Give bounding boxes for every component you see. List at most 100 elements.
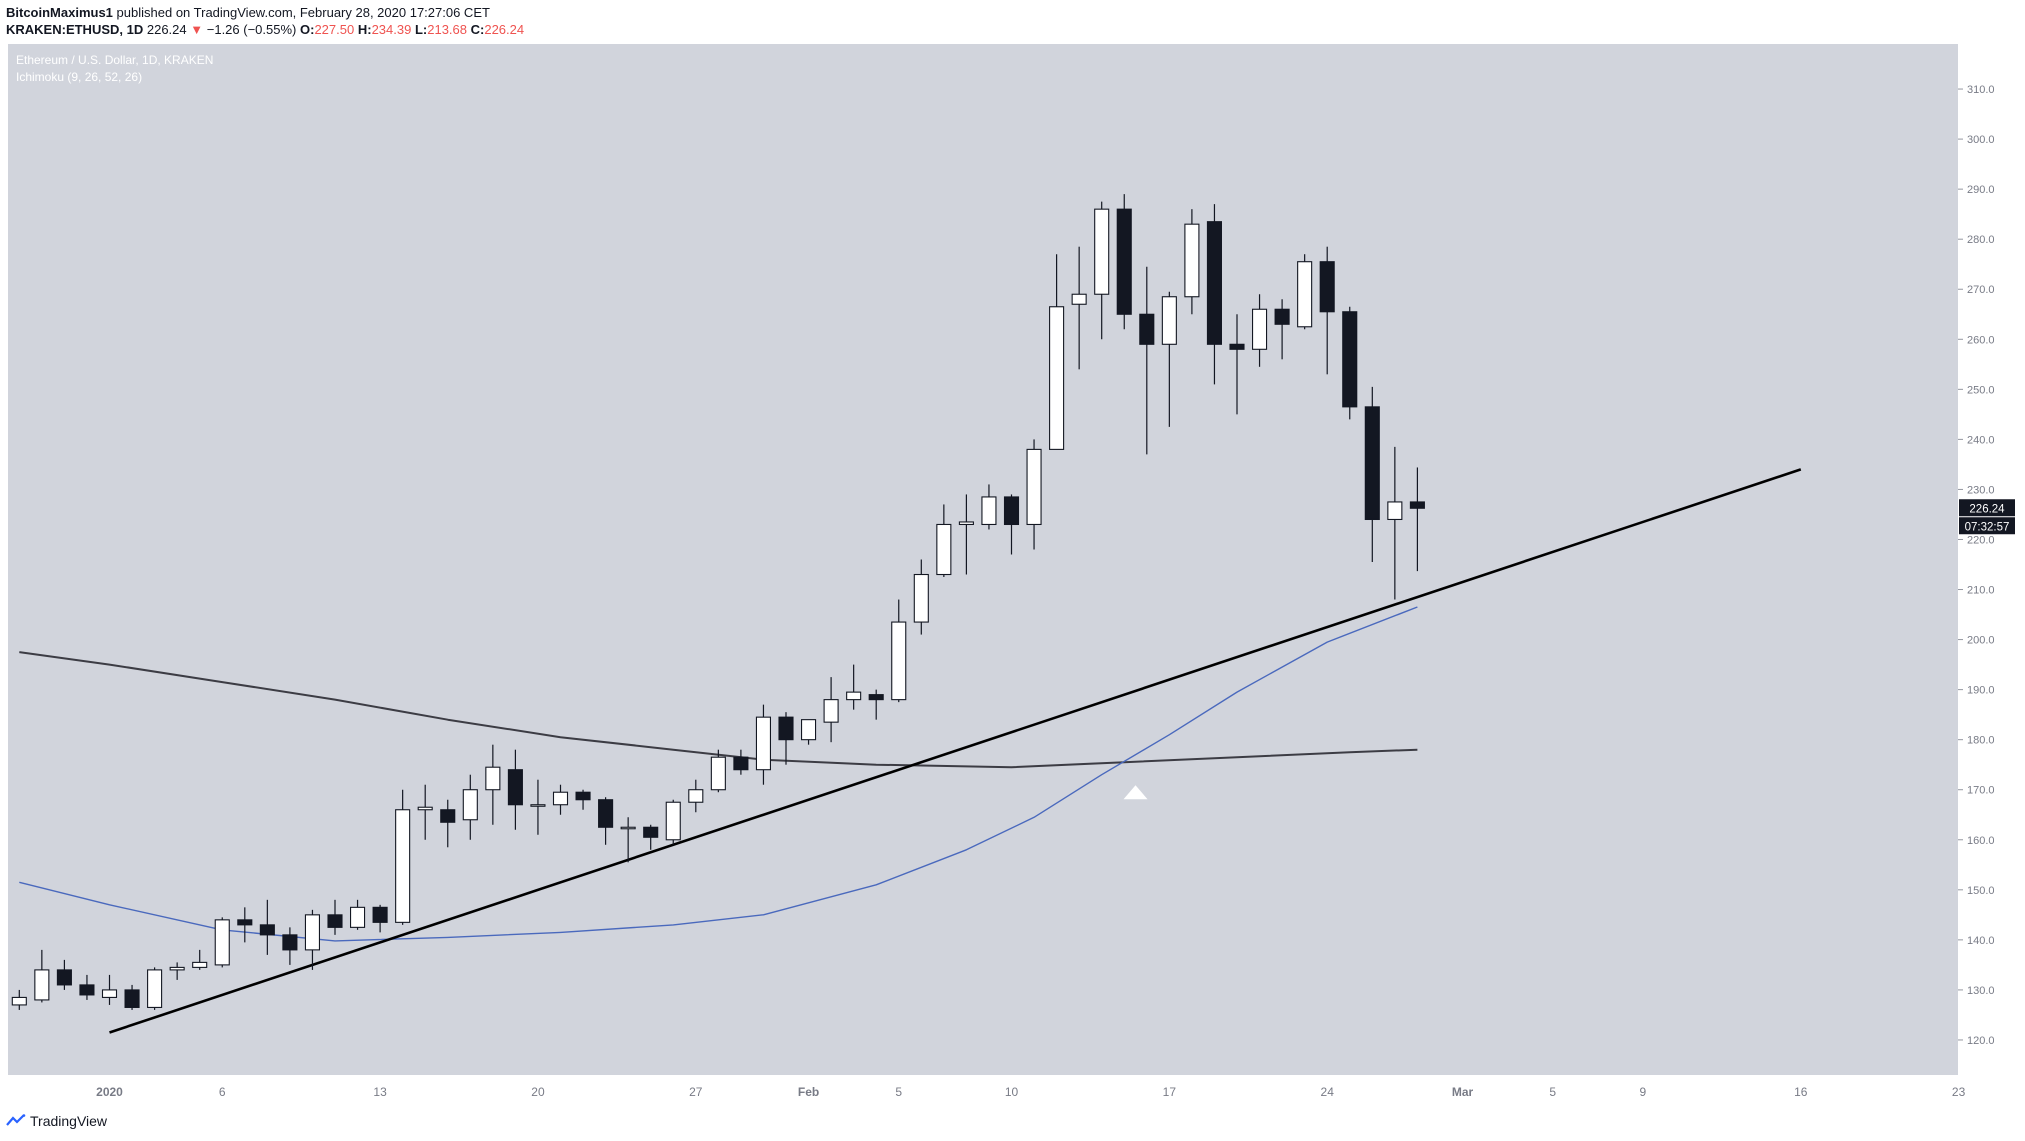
candle-body <box>665 801 681 841</box>
candle-body <box>34 969 50 1001</box>
price-tick-label: 280.0 <box>1967 234 1995 246</box>
candle-body <box>372 906 388 923</box>
open-value: 227.50 <box>314 22 355 37</box>
candle-body <box>1161 296 1177 345</box>
price-tick-label: 200.0 <box>1967 635 1995 647</box>
price-tick-label: 310.0 <box>1967 84 1995 96</box>
candle-body <box>327 914 343 928</box>
time-tick-label: 5 <box>1549 1085 1556 1099</box>
candle <box>259 899 275 955</box>
candle <box>643 824 659 850</box>
ohlc-line: KRAKEN:ETHUSD, 1D 226.24 ▼ −1.26 (−0.55%… <box>6 21 524 38</box>
candle <box>1161 291 1177 427</box>
time-tick-label: 17 <box>1163 1085 1177 1099</box>
close-label: C: <box>470 22 485 37</box>
candle-body <box>237 919 253 926</box>
tradingview-logo[interactable]: TradingView <box>6 1113 107 1129</box>
candle <box>372 904 388 933</box>
candle-body <box>1252 308 1268 350</box>
price-tick-label: 150.0 <box>1967 885 1995 897</box>
candle <box>1071 246 1087 370</box>
candle <box>846 664 862 710</box>
candle <box>1206 204 1222 385</box>
candle <box>778 712 794 765</box>
candle <box>891 599 907 703</box>
candle-body <box>11 996 27 1006</box>
candle <box>1252 294 1268 367</box>
blue-ma-line <box>19 606 1418 942</box>
price-tick-label: 210.0 <box>1967 585 1995 597</box>
candle <box>1094 201 1110 340</box>
publish-info: published on TradingView.com, February 2… <box>116 5 490 20</box>
close-value: 226.24 <box>484 22 525 37</box>
candle-body <box>56 969 72 986</box>
change-arrow: ▼ <box>190 22 204 37</box>
candle <box>395 789 411 925</box>
candle-body <box>1274 308 1290 325</box>
price-axis[interactable]: 120.0 130.0 140.0 150.0 160.0 170.0 180.0 190.0… <box>1958 84 1995 1047</box>
price-tick-label: 240.0 <box>1967 434 1995 446</box>
candle-body <box>259 924 275 936</box>
last-price: 226.24 <box>146 22 187 37</box>
candle <box>1319 246 1335 375</box>
candle-body <box>755 716 772 771</box>
candle <box>1049 254 1065 450</box>
candle <box>462 774 478 840</box>
candle <box>1026 439 1042 550</box>
candle-body <box>101 989 118 998</box>
candle <box>800 719 817 745</box>
candle <box>958 494 974 575</box>
candle-body <box>79 984 95 996</box>
time-tick-label: 23 <box>1952 1085 1966 1099</box>
candle-body <box>1026 448 1042 526</box>
time-tick-label: 6 <box>219 1085 226 1099</box>
publish-line: BitcoinMaximus1 published on TradingView… <box>6 4 524 21</box>
candle <box>1342 306 1358 420</box>
price-tick-label: 250.0 <box>1967 384 1995 396</box>
candle-body <box>620 826 636 830</box>
candle <box>665 799 681 845</box>
candle-body <box>147 969 163 1008</box>
candle <box>1274 299 1290 360</box>
author-name[interactable]: BitcoinMaximus1 <box>6 5 113 20</box>
candle-body <box>981 496 997 526</box>
candle-body <box>688 789 704 803</box>
candle <box>11 989 27 1010</box>
candle-body <box>913 573 929 623</box>
candle-body <box>1049 306 1065 450</box>
time-axis[interactable]: 2020 6 13 20 27 Feb 5 10 17 24 Mar 5 9 16 23 <box>96 1085 1965 1099</box>
candle-body <box>598 799 614 828</box>
price-labels: 226.24 07:32:57 <box>1959 499 2015 535</box>
candle-body <box>1116 208 1132 315</box>
time-tick-label: Mar <box>1452 1085 1474 1099</box>
tradingview-logo-icon <box>6 1114 26 1126</box>
time-tick-label: 20 <box>531 1085 545 1099</box>
open-label: O: <box>300 22 315 37</box>
candle <box>620 817 636 863</box>
candle-body <box>124 989 140 1008</box>
time-tick-label: 13 <box>373 1085 387 1099</box>
candle-body <box>958 521 974 526</box>
candle-body <box>395 809 411 923</box>
plot-area[interactable] <box>8 44 1958 1075</box>
candle <box>575 789 591 810</box>
candle-body <box>440 809 456 823</box>
arrow-up-icon <box>1123 785 1148 800</box>
symbol-label: KRAKEN:ETHUSD, 1D <box>6 22 144 37</box>
chart-header: BitcoinMaximus1 published on TradingView… <box>6 4 524 38</box>
candle-body <box>417 806 433 811</box>
candle <box>304 909 321 970</box>
price-tick-label: 120.0 <box>1967 1035 1995 1047</box>
candle-body <box>485 766 501 791</box>
candle-body <box>282 934 298 951</box>
candle <box>1387 446 1403 600</box>
candle <box>214 917 230 968</box>
candle <box>101 974 118 1005</box>
last-price-label-bg <box>1959 499 2015 517</box>
candle-body <box>462 789 478 821</box>
candle-body <box>507 769 523 806</box>
time-tick-label: 27 <box>689 1085 703 1099</box>
price-tick-label: 290.0 <box>1967 184 1995 196</box>
candle <box>530 779 546 835</box>
